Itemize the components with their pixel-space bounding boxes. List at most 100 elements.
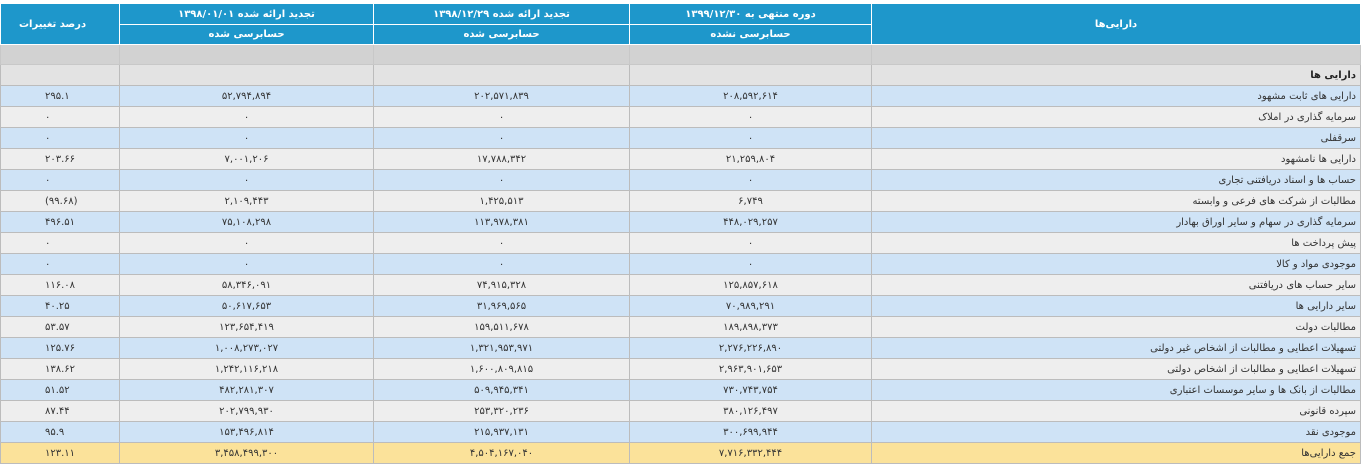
period-3-value: ۱,۲۴۲,۱۱۶,۲۱۸ xyxy=(119,358,374,380)
period-1-status: حسابرسی نشده xyxy=(629,24,872,45)
row-label: سایر حساب های دریافتنی xyxy=(871,274,1361,296)
pct-change-value: ۵۳.۵۷ xyxy=(0,316,120,338)
total-period-3: ۳,۴۵۸,۴۹۹,۳۰۰ xyxy=(119,442,374,464)
table-row: سایر حساب های دریافتنی ۱۲۵,۸۵۷,۶۱۸ ۷۴,۹۱۵,… xyxy=(0,274,1361,296)
row-label: دارایی های ثابت مشهود xyxy=(871,85,1361,107)
period-3-value: ۰ xyxy=(119,232,374,254)
table-row: دارایی ها نامشهود ۲۱,۲۵۹,۸۰۴ ۱۷,۷۸۸,۳۴۲ ۷,۰… xyxy=(0,148,1361,170)
table-row: دارایی های ثابت مشهود ۲۰۸,۵۹۲,۶۱۴ ۲۰۲,۵۷۱,… xyxy=(0,85,1361,107)
period-1-value: ۱۲۵,۸۵۷,۶۱۸ xyxy=(629,274,872,296)
row-label: موجودی نقد xyxy=(871,421,1361,443)
period-3-value: ۲۰۲,۷۹۹,۹۳۰ xyxy=(119,400,374,422)
row-label: مطالبات از شرکت های فرعی و وابسته xyxy=(871,190,1361,212)
period-3-value: ۴۸۲,۲۸۱,۳۰۷ xyxy=(119,379,374,401)
period-1-value: ۲۰۸,۵۹۲,۶۱۴ xyxy=(629,85,872,107)
pct-change-value: (۹۹.۶۸) xyxy=(0,190,120,212)
total-row: جمع دارایی‌ها ۷,۷۱۶,۳۳۲,۴۴۴ ۴,۵۰۴,۱۶۷,۰۴۰ ۳… xyxy=(0,442,1361,464)
period-3-value: ۷۵,۱۰۸,۲۹۸ xyxy=(119,211,374,233)
row-label: مطالبات دولت xyxy=(871,316,1361,338)
pct-change-value: ۰ xyxy=(0,232,120,254)
period-1-value: ۰ xyxy=(629,127,872,149)
pct-change-value: ۰ xyxy=(0,253,120,275)
period-3-value: ۱,۰۰۸,۲۷۳,۰۲۷ xyxy=(119,337,374,359)
period-2-value: ۷۴,۹۱۵,۳۲۸ xyxy=(373,274,630,296)
total-label: جمع دارایی‌ها xyxy=(871,442,1361,464)
pct-change-value: ۰ xyxy=(0,127,120,149)
row-label: سپرده قانونی xyxy=(871,400,1361,422)
pct-change-value: ۲۰۳.۶۶ xyxy=(0,148,120,170)
period-1-value: ۷۰,۹۸۹,۲۹۱ xyxy=(629,295,872,317)
period-2-value: ۰ xyxy=(373,106,630,128)
table-row: سرمایه گذاری در املاک ۰ ۰ ۰ ۰ xyxy=(0,106,1361,128)
period-2-value: ۰ xyxy=(373,127,630,149)
table-row: مطالبات از بانک ها و سایر موسسات اعتباری… xyxy=(0,379,1361,401)
period-1-value: ۰ xyxy=(629,232,872,254)
pct-change-value: ۱۳۸.۶۲ xyxy=(0,358,120,380)
period-1-value: ۰ xyxy=(629,169,872,191)
period-3-value: ۵۲,۷۹۴,۸۹۴ xyxy=(119,85,374,107)
period-3-value: ۵۸,۳۴۶,۰۹۱ xyxy=(119,274,374,296)
period-1-value: ۲,۲۷۶,۲۲۶,۸۹۰ xyxy=(629,337,872,359)
period-1-header: دوره منتهی به ۱۳۹۹/۱۲/۳۰ xyxy=(629,3,872,25)
table-row: سرقفلی ۰ ۰ ۰ ۰ xyxy=(0,127,1361,149)
period-2-value: ۲۰۲,۵۷۱,۸۳۹ xyxy=(373,85,630,107)
period-3-value: ۱۵۳,۴۹۶,۸۱۴ xyxy=(119,421,374,443)
pct-change-header: درصد تغییرات xyxy=(0,3,120,45)
period-1-value: ۳۰۰,۶۹۹,۹۴۴ xyxy=(629,421,872,443)
period-1-value: ۰ xyxy=(629,106,872,128)
table-row: تسهیلات اعطایی و مطالبات از اشخاص دولتی ۲… xyxy=(0,358,1361,380)
row-label: سرقفلی xyxy=(871,127,1361,149)
period-2-value: ۱,۳۲۱,۹۵۳,۹۷۱ xyxy=(373,337,630,359)
pct-change-value: ۱۲۵.۷۶ xyxy=(0,337,120,359)
row-label: دارایی ها نامشهود xyxy=(871,148,1361,170)
period-2-value: ۰ xyxy=(373,232,630,254)
table-row: موجودی مواد و کالا ۰ ۰ ۰ ۰ xyxy=(0,253,1361,275)
period-2-value: ۰ xyxy=(373,253,630,275)
period-2-value: ۰ xyxy=(373,169,630,191)
row-label: سایر دارایی ها xyxy=(871,295,1361,317)
row-label: سرمایه گذاری در املاک xyxy=(871,106,1361,128)
table-row: سپرده قانونی ۳۸۰,۱۲۶,۴۹۷ ۲۵۳,۳۲۰,۲۳۶ ۲۰۲,۷۹… xyxy=(0,400,1361,422)
pct-change-value: ۹۵.۹ xyxy=(0,421,120,443)
period-2-header: تجدید ارائه شده ۱۳۹۸/۱۲/۲۹ xyxy=(373,3,630,25)
spacer-row xyxy=(0,44,1361,65)
pct-change-value: ۴۰.۲۵ xyxy=(0,295,120,317)
pct-change-value: ۸۷.۴۴ xyxy=(0,400,120,422)
table-row: مطالبات دولت ۱۸۹,۸۹۸,۳۷۳ ۱۵۹,۵۱۱,۶۷۸ ۱۲۳,۶۵… xyxy=(0,316,1361,338)
total-period-1: ۷,۷۱۶,۳۳۲,۴۴۴ xyxy=(629,442,872,464)
table-row: تسهیلات اعطایی و مطالبات از اشخاص غیر دو… xyxy=(0,337,1361,359)
total-pct-change: ۱۲۳.۱۱ xyxy=(0,442,120,464)
period-1-value: ۲۱,۲۵۹,۸۰۴ xyxy=(629,148,872,170)
balance-sheet-table: دارایی‌ها دوره منتهی به ۱۳۹۹/۱۲/۳۰ تجدید… xyxy=(0,3,1361,464)
row-label: مطالبات از بانک ها و سایر موسسات اعتباری xyxy=(871,379,1361,401)
row-label: تسهیلات اعطایی و مطالبات از اشخاص دولتی xyxy=(871,358,1361,380)
label-column-header: دارایی‌ها xyxy=(871,3,1361,45)
period-2-value: ۱۱۳,۹۷۸,۳۸۱ xyxy=(373,211,630,233)
period-3-status: حسابرسی شده xyxy=(119,24,374,45)
period-1-value: ۱۸۹,۸۹۸,۳۷۳ xyxy=(629,316,872,338)
period-2-value: ۳۱,۹۶۹,۵۶۵ xyxy=(373,295,630,317)
row-label: تسهیلات اعطایی و مطالبات از اشخاص غیر دو… xyxy=(871,337,1361,359)
period-2-value: ۱,۶۰۰,۸۰۹,۸۱۵ xyxy=(373,358,630,380)
row-label: حساب ها و اسناد دریافتنی تجاری xyxy=(871,169,1361,191)
period-3-value: ۲,۱۰۹,۴۴۳ xyxy=(119,190,374,212)
table-row: سرمایه گذاری در سهام و سایر اوراق بهادار… xyxy=(0,211,1361,233)
period-2-value: ۵۰۹,۹۴۵,۳۴۱ xyxy=(373,379,630,401)
period-1-value: ۰ xyxy=(629,253,872,275)
total-period-2: ۴,۵۰۴,۱۶۷,۰۴۰ xyxy=(373,442,630,464)
pct-change-value: ۰ xyxy=(0,169,120,191)
period-3-value: ۵۰,۶۱۷,۶۵۳ xyxy=(119,295,374,317)
row-label: پیش پرداخت ها xyxy=(871,232,1361,254)
period-1-value: ۲,۹۶۳,۹۰۱,۶۵۳ xyxy=(629,358,872,380)
table-row: حساب ها و اسناد دریافتنی تجاری ۰ ۰ ۰ ۰ xyxy=(0,169,1361,191)
period-3-value: ۰ xyxy=(119,127,374,149)
period-3-value: ۱۲۳,۶۵۴,۴۱۹ xyxy=(119,316,374,338)
table-row: مطالبات از شرکت های فرعی و وابسته ۶,۷۴۹ ۱,… xyxy=(0,190,1361,212)
pct-change-value: ۴۹۶.۵۱ xyxy=(0,211,120,233)
pct-change-value: ۱۱۶.۰۸ xyxy=(0,274,120,296)
period-2-value: ۲۵۳,۳۲۰,۲۳۶ xyxy=(373,400,630,422)
period-2-value: ۱,۴۲۵,۵۱۳ xyxy=(373,190,630,212)
period-2-value: ۲۱۵,۹۳۷,۱۳۱ xyxy=(373,421,630,443)
pct-change-value: ۵۱.۵۲ xyxy=(0,379,120,401)
period-3-value: ۰ xyxy=(119,106,374,128)
